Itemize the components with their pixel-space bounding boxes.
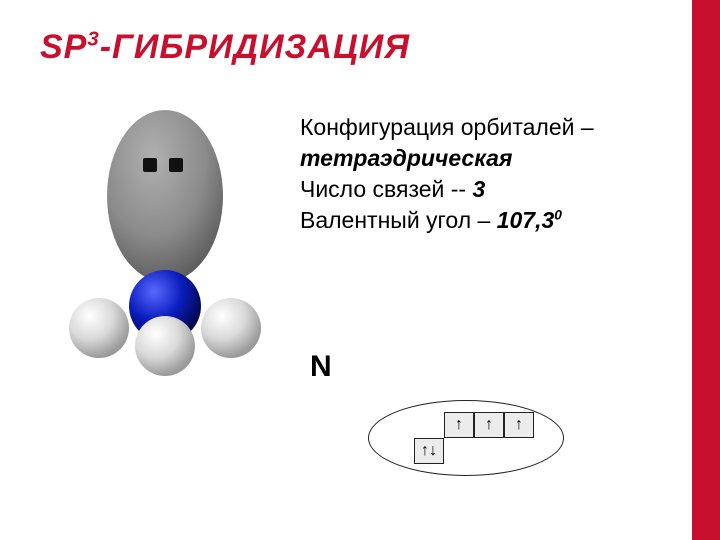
line3-value: 107,3 xyxy=(497,207,555,233)
electron-arrows: ↑ xyxy=(515,417,523,433)
hydrogen-atom xyxy=(201,298,261,358)
page-title: SP3-ГИБРИДИЗАЦИЯ xyxy=(40,28,410,67)
line1-label: Конфигурация орбиталей – xyxy=(300,114,594,140)
title-sup: 3 xyxy=(87,29,99,51)
molecule-diagram xyxy=(45,110,285,370)
orbital-cell: ↑ xyxy=(504,412,534,438)
lone-pair-dot xyxy=(169,158,183,172)
title-rest: -ГИБРИДИЗАЦИЯ xyxy=(100,28,410,66)
electron-arrows: ↑↓ xyxy=(421,443,437,459)
line1-value: тетраэдрическая xyxy=(300,145,512,171)
electron-arrows: ↑ xyxy=(455,417,463,433)
line3-sup: 0 xyxy=(554,207,562,222)
orbital-cell: ↑↓ xyxy=(414,438,444,464)
accent-bar xyxy=(692,0,720,540)
electron-arrows: ↑ xyxy=(485,417,493,433)
line2-value: 3 xyxy=(472,176,485,202)
line-bond-count: Число связей -- 3 xyxy=(300,174,680,205)
line-configuration: Конфигурация орбиталей – тетраэдрическая xyxy=(300,112,680,174)
title-sp: SP xyxy=(40,28,87,66)
element-symbol: N xyxy=(310,350,332,384)
orbital-diagram: ↑ ↑ ↑ ↑↓ xyxy=(368,400,568,480)
molecule-svg xyxy=(45,110,285,380)
hydrogen-atom xyxy=(69,298,129,358)
orbital-cell: ↑ xyxy=(444,412,474,438)
hydrogen-atom xyxy=(135,316,195,376)
description-text: Конфигурация орбиталей – тетраэдрическая… xyxy=(300,112,680,236)
line2-label: Число связей -- xyxy=(300,176,472,202)
lone-pair-orbital xyxy=(107,110,223,282)
line3-label: Валентный угол – xyxy=(300,207,497,233)
orbital-cell: ↑ xyxy=(474,412,504,438)
line-bond-angle: Валентный угол – 107,30 xyxy=(300,205,680,236)
lone-pair-dot xyxy=(143,158,157,172)
